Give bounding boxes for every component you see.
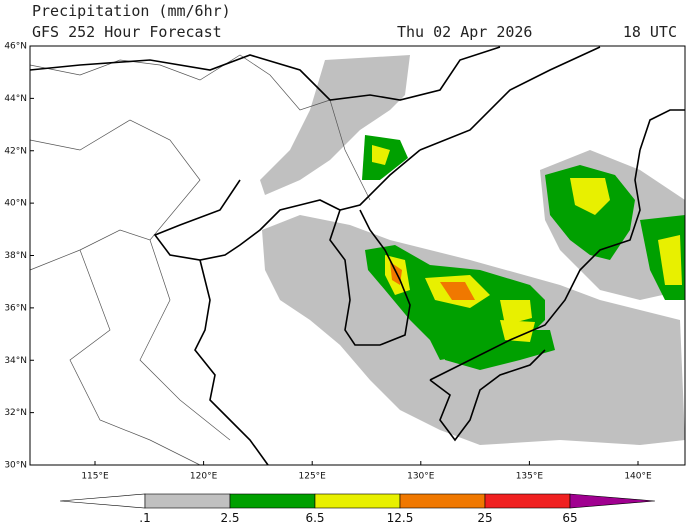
- colorbar-label: 25: [477, 511, 492, 525]
- colorbar-label: 2.5: [220, 511, 239, 525]
- colorbar-low: [59, 493, 146, 509]
- lon-label: 140°E: [624, 472, 652, 482]
- lat-label: 38°N: [4, 251, 27, 261]
- colorbar-segment: [399, 493, 486, 509]
- map-area: [29, 45, 686, 466]
- valid-hour: 18 UTC: [623, 23, 677, 41]
- lon-label: 115°E: [81, 472, 109, 482]
- colorbar-label: .1: [139, 511, 150, 525]
- colorbar-high: [569, 493, 656, 509]
- lat-label: 46°N: [4, 42, 27, 52]
- colorbar-label: 6.5: [305, 511, 324, 525]
- colorbar: [59, 493, 656, 509]
- lat-label: 34°N: [4, 356, 27, 366]
- lon-label: 125°E: [299, 472, 327, 482]
- lat-label: 36°N: [4, 303, 27, 313]
- colorbar-segment: [144, 493, 231, 509]
- lon-label: 135°E: [516, 472, 544, 482]
- colorbar-segment: [314, 493, 401, 509]
- lat-label: 42°N: [4, 146, 27, 156]
- subtitle: GFS 252 Hour Forecast: [32, 23, 222, 41]
- lon-label: 120°E: [190, 472, 218, 482]
- lon-label: 130°E: [407, 472, 435, 482]
- colorbar-label: 12.5: [387, 511, 414, 525]
- coastlines: [29, 46, 685, 466]
- lat-label: 44°N: [4, 94, 27, 104]
- title: Precipitation (mm/6hr): [32, 2, 231, 20]
- colorbar-label: 65: [562, 511, 577, 525]
- lat-label: 40°N: [4, 199, 27, 209]
- borders: [29, 54, 371, 466]
- colorbar-segment: [229, 493, 316, 509]
- lat-label: 32°N: [4, 408, 27, 418]
- valid-time: Thu 02 Apr 2026: [397, 23, 532, 41]
- colorbar-segment: [484, 493, 571, 509]
- lat-label: 30°N: [4, 461, 27, 471]
